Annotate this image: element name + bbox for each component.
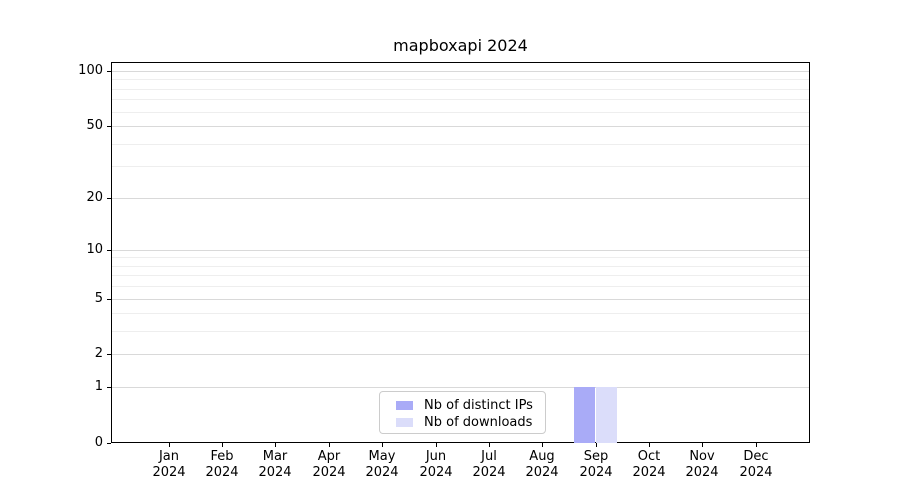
- x-axis-tick-label: May 2024: [365, 449, 399, 480]
- y-axis-tick-label: 5: [94, 291, 103, 306]
- x-axis-tick-label: Jan 2024: [152, 449, 186, 480]
- legend-item: Nb of downloads: [396, 414, 545, 430]
- x-tick: [222, 443, 223, 447]
- x-axis-tick-label: Jul 2024: [472, 449, 506, 480]
- y-tick: [107, 198, 111, 199]
- y-axis-tick-label: 50: [86, 118, 103, 133]
- y-tick: [107, 387, 111, 388]
- chart-title: mapboxapi 2024: [393, 36, 528, 55]
- x-axis-tick-label: Jun 2024: [419, 449, 453, 480]
- legend: Nb of distinct IPs Nb of downloads: [379, 391, 546, 434]
- legend-item: Nb of distinct IPs: [396, 397, 545, 413]
- plot-area: [111, 62, 810, 443]
- y-tick: [107, 71, 111, 72]
- x-axis-tick-label: Dec 2024: [739, 449, 773, 480]
- y-axis-tick-label: 1: [94, 379, 103, 394]
- x-axis-tick-label: Oct 2024: [632, 449, 666, 480]
- bar-nb-of-downloads: [596, 387, 617, 443]
- x-tick: [702, 443, 703, 447]
- x-tick: [489, 443, 490, 447]
- y-tick: [107, 250, 111, 251]
- y-tick: [107, 354, 111, 355]
- x-axis-tick-label: Nov 2024: [685, 449, 719, 480]
- x-axis-tick-label: Feb 2024: [205, 449, 239, 480]
- x-tick: [436, 443, 437, 447]
- x-tick: [382, 443, 383, 447]
- bar-nb-of-distinct-ips: [574, 387, 595, 443]
- legend-label: Nb of distinct IPs: [424, 397, 533, 413]
- x-tick: [329, 443, 330, 447]
- y-axis-tick-label: 0: [94, 435, 103, 450]
- x-axis-tick-label: Apr 2024: [312, 449, 346, 480]
- y-tick: [107, 299, 111, 300]
- legend-label: Nb of downloads: [424, 414, 533, 430]
- x-axis-tick-label: Aug 2024: [525, 449, 559, 480]
- legend-swatch: [396, 417, 413, 427]
- x-tick: [275, 443, 276, 447]
- x-tick: [542, 443, 543, 447]
- x-tick: [649, 443, 650, 447]
- y-axis-tick-label: 10: [86, 242, 103, 257]
- y-axis-tick-label: 20: [86, 190, 103, 205]
- legend-swatch: [396, 400, 413, 410]
- y-tick: [107, 126, 111, 127]
- y-tick: [107, 443, 111, 444]
- x-axis-tick-label: Sep 2024: [579, 449, 613, 480]
- x-tick: [756, 443, 757, 447]
- x-tick: [596, 443, 597, 447]
- y-axis-tick-label: 100: [78, 63, 103, 78]
- y-axis-tick-label: 2: [94, 346, 103, 361]
- x-axis-tick-label: Mar 2024: [258, 449, 292, 480]
- x-tick: [169, 443, 170, 447]
